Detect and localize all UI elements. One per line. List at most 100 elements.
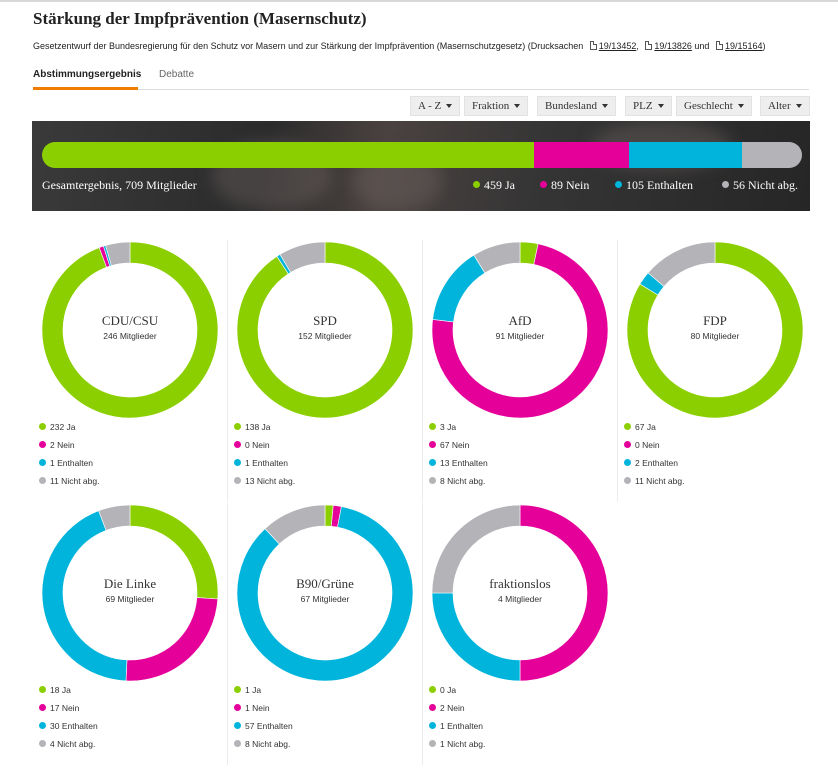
filter-alter-label: Alter [768,100,791,112]
caret-down-icon [514,104,521,109]
total-bar-segment-enthalten [629,142,742,168]
legend-label-nein: 0 Nein [635,440,660,450]
legend-label-ja: 232 Ja [50,422,76,432]
donut-chart: SPD 152 Mitglieder [236,241,414,419]
legend-dot-nicht [234,477,241,484]
donut-segment-nein [431,243,609,419]
legend-item-ja: 232 Ja [39,421,99,439]
filter-az-button[interactable]: A - Z [410,96,461,116]
caret-down-icon [737,104,744,109]
legend-item-nicht: 13 Nicht abg. [234,475,295,493]
document-icon [645,41,653,50]
filter-geschlecht-label: Geschlecht [684,100,733,112]
legend-label-nein: 0 Nein [245,440,270,450]
donut-segment-ja [626,241,804,419]
legend-label-nicht: 13 Nicht abg. [245,476,296,486]
party-name: SPD [313,313,337,328]
party-name: B90/Grüne [296,576,354,591]
party-name: Die Linke [104,576,157,591]
tab-abstimmungsergebnis[interactable]: Abstimmungsergebnis [33,69,142,80]
donut-chart: B90/Grüne 67 Mitglieder [236,504,414,682]
donut-segment-nicht [647,241,716,287]
document-icon [589,41,597,50]
donut-segment-enthalten [431,592,521,682]
legend-dot-nicht [429,477,436,484]
party-member-count: 69 Mitglieder [106,594,155,604]
legend-label-enthalten: 13 Enthalten [440,458,488,468]
legend-label-nicht: 1 Nicht abg. [440,739,486,749]
legend-item-enthalten: 1 Enthalten [39,457,99,475]
document-icon [715,41,723,50]
party-member-count: 80 Mitglieder [691,331,740,341]
filter-bundesland-button[interactable]: Bundesland [537,96,616,116]
legend-item-ja: 3 Ja [429,421,488,439]
party-card-fdp: FDP 80 Mitglieder 67 Ja 0 Nein 2 Enthalten 11… [618,240,813,502]
party-member-count: 246 Mitglieder [103,331,157,341]
total-bar-segment-nicht [741,142,802,168]
top-divider [0,0,838,2]
total-legend-nicht-label: 56 Nicht abg. [733,178,798,192]
legend-item-nein: 2 Nein [39,439,99,457]
subtitle-text: Gesetzentwurf der Bundesregierung für de… [33,41,584,51]
drucksache-link-2[interactable]: 19/13826 [654,41,692,51]
legend-dot-enthalten [429,459,436,466]
drucksache-link-1[interactable]: 19/13452 [598,41,637,51]
legend-item-nein: 2 Nein [429,702,485,720]
donut-segment-enthalten [236,506,414,682]
total-result-bar [42,142,802,168]
legend-dot-ja [234,686,241,693]
donut-chart: FDP 80 Mitglieder [626,241,804,419]
legend-dot-ja [429,423,436,430]
legend-item-enthalten: 1 Enthalten [429,720,485,738]
subtitle-close: ) [762,41,766,51]
legend-label-nicht: 8 Nicht abg. [440,476,486,486]
filter-fraktion-button[interactable]: Fraktion [464,96,529,116]
party-card-spd: SPD 152 Mitglieder 138 Ja 0 Nein 1 Enthalten… [228,240,423,502]
legend-dot-nicht [234,740,241,747]
legend-label-nein: 2 Nein [50,440,75,450]
party-legend: 18 Ja 17 Nein 30 Enthalten 4 Nicht abg. [39,684,98,756]
legend-item-enthalten: 1 Enthalten [234,457,295,475]
legend-dot-nein [234,441,241,448]
party-card-cdu-csu: CDU/CSU 246 Mitglieder 232 Ja 2 Nein 1 Entha… [33,240,228,502]
legend-label-enthalten: 1 Enthalten [440,721,484,731]
legend-dot-nein [429,441,436,448]
drucksache-link-3[interactable]: 19/15164 [724,41,763,51]
donut-segment-ja [236,241,414,419]
legend-label-ja: 67 Ja [635,422,656,432]
legend-dot-ja [473,181,480,188]
legend-item-nicht: 4 Nicht abg. [39,738,98,756]
party-member-count: 4 Mitglieder [498,594,542,604]
legend-item-ja: 138 Ja [234,421,295,439]
filter-geschlecht-button[interactable]: Geschlecht [676,96,752,116]
total-bar-segment-nein [534,142,630,168]
legend-item-nicht: 11 Nicht abg. [624,475,684,493]
filter-alter-button[interactable]: Alter [760,96,810,116]
filter-plz-label: PLZ [633,100,653,112]
legend-dot-nein [624,441,631,448]
legend-label-ja: 3 Ja [440,422,457,432]
donut-segment-nein [125,597,219,682]
legend-dot-enthalten [234,722,241,729]
legend-item-nicht: 8 Nicht abg. [429,475,488,493]
subtitle-and: und [694,41,710,51]
legend-label-ja: 18 Ja [50,685,71,695]
tab-debatte[interactable]: Debatte [159,69,195,80]
party-name: AfD [508,313,531,328]
legend-dot-ja [624,423,631,430]
legend-dot-nicht [429,740,436,747]
legend-dot-nicht [624,477,631,484]
filter-plz-button[interactable]: PLZ [625,96,672,116]
legend-dot-nicht [39,477,46,484]
party-name: fraktionslos [489,576,550,591]
legend-dot-enthalten [39,459,46,466]
legend-item-ja: 1 Ja [234,684,293,702]
legend-item-ja: 0 Ja [429,684,485,702]
total-result-banner: Gesamtergebnis, 709 Mitglieder 459 Ja 89… [32,121,810,211]
party-card-die-linke: Die Linke 69 Mitglieder 18 Ja 17 Nein 30 Ent… [33,503,228,765]
legend-item-enthalten: 57 Enthalten [234,720,293,738]
legend-dot-enthalten [39,722,46,729]
total-legend-enthalten: 105 Enthalten [615,178,693,193]
party-card-afd: AfD 91 Mitglieder 3 Ja 67 Nein 13 Enthalten 8… [423,240,618,502]
legend-label-nein: 67 Nein [440,440,470,450]
